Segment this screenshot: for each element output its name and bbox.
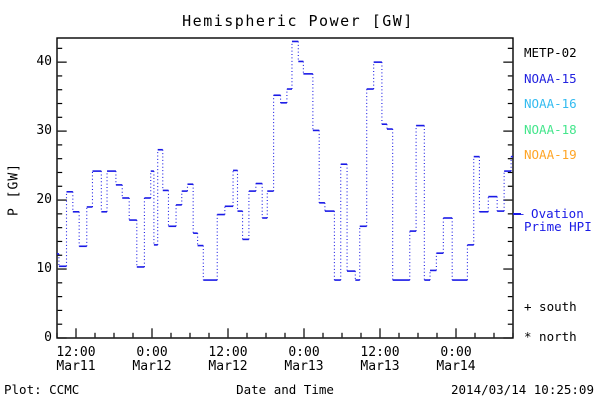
plot-timestamp: 2014/03/14 10:25:09 (451, 382, 594, 397)
y-tick-label: 10 (36, 261, 52, 277)
y-tick-label: 0 (44, 330, 52, 345)
x-axis-label: Date and Time (236, 382, 334, 397)
legend-item-noaa-19: NOAA-19 (524, 147, 577, 162)
x-tick-label: 0:00 Mar14 (436, 345, 476, 374)
plot-source-label: Plot: CCMC (4, 382, 80, 397)
y-tick-label: 30 (36, 123, 52, 139)
chart-title: Hemispheric Power [GW] (182, 12, 414, 30)
x-tick-label: 12:00 Mar12 (208, 345, 248, 374)
y-tick-label: 40 (36, 54, 52, 70)
x-tick-label: 12:00 Mar13 (360, 345, 400, 374)
ovation-annotation-line2: Prime HPI (524, 219, 592, 234)
x-tick-label: 0:00 Mar13 (284, 345, 324, 374)
south-marker-legend: + south (524, 299, 577, 314)
y-tick-label: 20 (36, 192, 52, 208)
x-tick-label: 12:00 Mar11 (56, 345, 96, 374)
ovation-dash-marker (513, 213, 521, 215)
north-marker-legend: * north (524, 329, 577, 344)
legend-item-noaa-15: NOAA-15 (524, 70, 577, 86)
legend-item-noaa-16: NOAA-16 (524, 96, 577, 111)
legend-item-noaa-18: NOAA-18 (524, 121, 577, 137)
axis-frame (56, 37, 514, 339)
x-tick-label: 0:00 Mar12 (132, 345, 172, 374)
ovation-annotation-line1: – Ovation (516, 206, 584, 221)
legend-item-metp-02: METP-02 (524, 45, 577, 60)
